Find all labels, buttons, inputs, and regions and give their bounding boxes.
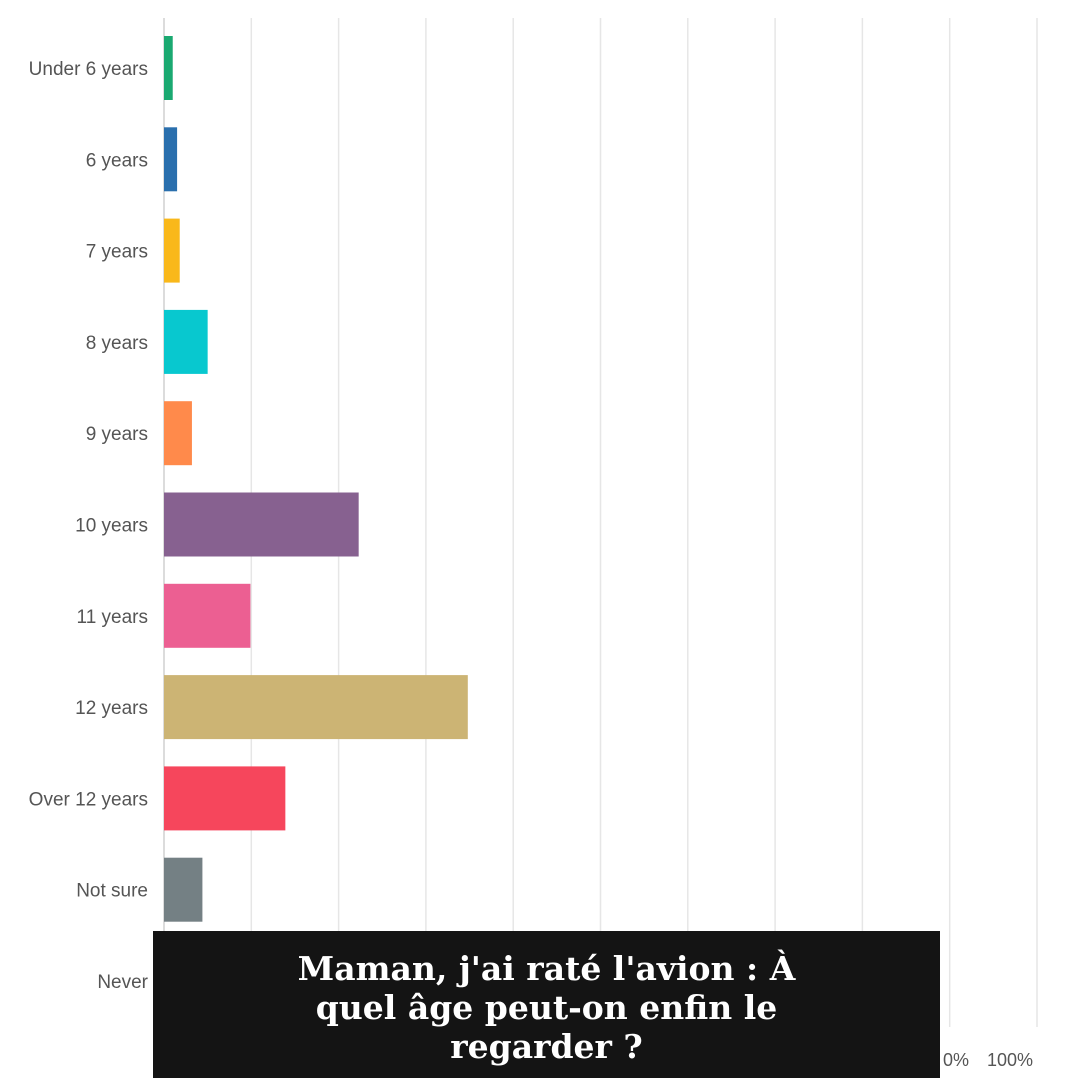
category-label-11-years: 11 years bbox=[77, 607, 148, 628]
tick-label-90: 0% bbox=[943, 1050, 969, 1070]
category-label-6-years: 6 years bbox=[86, 150, 148, 171]
caption-banner: Maman, j'ai raté l'avion : À quel âge pe… bbox=[153, 931, 940, 1078]
bar-12-years bbox=[164, 675, 468, 740]
bar-10-years bbox=[164, 492, 359, 557]
bar-over-12-years bbox=[164, 766, 286, 831]
category-label-never: Never bbox=[97, 972, 148, 993]
bar-8-years bbox=[164, 309, 208, 374]
category-label-over-12-years: Over 12 years bbox=[29, 789, 148, 810]
category-label-8-years: 8 years bbox=[86, 333, 148, 354]
x-tick-labels: 0% 100% bbox=[943, 1050, 1033, 1070]
bar-11-years bbox=[164, 583, 251, 648]
bar-6-years bbox=[164, 127, 178, 192]
bars bbox=[164, 36, 468, 922]
bar-7-years bbox=[164, 218, 180, 283]
category-labels: Under 6 years 6 years 7 years 8 years 9 year… bbox=[29, 59, 149, 993]
category-label-9-years: 9 years bbox=[86, 424, 148, 445]
category-label-12-years: 12 years bbox=[75, 698, 148, 719]
category-label-7-years: 7 years bbox=[86, 242, 148, 263]
gridlines bbox=[250, 18, 1038, 1027]
category-label-10-years: 10 years bbox=[75, 516, 148, 537]
category-label-under-6-years: Under 6 years bbox=[29, 59, 148, 80]
category-label-not-sure: Not sure bbox=[76, 881, 148, 902]
tick-label-100: 100% bbox=[987, 1050, 1033, 1070]
bar-under-6-years bbox=[164, 36, 173, 100]
bar-not-sure bbox=[164, 857, 203, 922]
bar-9-years bbox=[164, 401, 192, 466]
caption-title: Maman, j'ai raté l'avion : À quel âge pe… bbox=[297, 949, 796, 1066]
